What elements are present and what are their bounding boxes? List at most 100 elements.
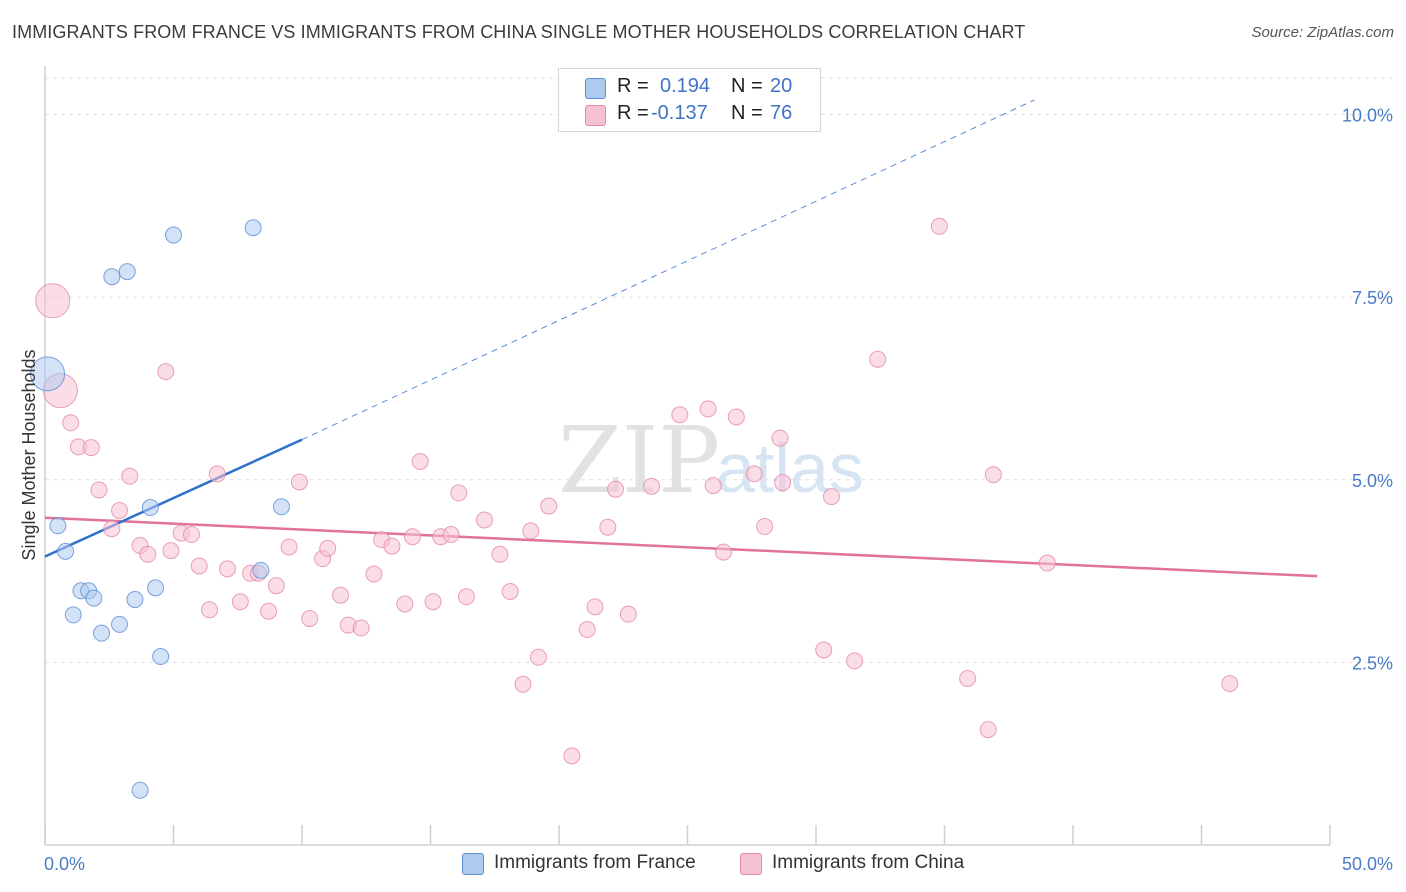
china-data-point bbox=[599, 518, 617, 536]
legend-row-china: R = -0.137 N = 76 bbox=[559, 102, 820, 128]
correlation-legend: R = 0.194 N = 20 R = -0.137 N = 76 bbox=[558, 68, 821, 132]
china-data-point bbox=[82, 439, 100, 457]
france-data-point bbox=[165, 226, 182, 244]
series-china-points bbox=[35, 217, 1239, 765]
legend-n-value: 20 bbox=[770, 75, 793, 97]
legend-n-value: 76 bbox=[770, 102, 793, 124]
china-data-point bbox=[475, 511, 493, 529]
china-data-point bbox=[457, 588, 475, 606]
france-data-point bbox=[147, 579, 165, 597]
france-data-point bbox=[49, 517, 67, 535]
china-data-point bbox=[540, 497, 558, 515]
china-data-point bbox=[619, 605, 637, 623]
y-tick-label: 10.0% bbox=[1342, 106, 1393, 126]
china-data-point bbox=[1221, 675, 1239, 693]
china-data-point bbox=[979, 721, 997, 739]
china-data-point bbox=[501, 583, 519, 601]
china-data-point bbox=[35, 283, 71, 319]
china-data-point bbox=[727, 408, 745, 426]
france-data-point bbox=[252, 561, 270, 579]
france-data-point bbox=[64, 606, 82, 624]
y-tick-label: 7.5% bbox=[1352, 288, 1393, 308]
china-data-point bbox=[846, 652, 864, 670]
china-data-point bbox=[301, 610, 319, 628]
france-data-point bbox=[126, 591, 144, 609]
legend-r-value: 0.194 bbox=[660, 75, 711, 97]
china-trend-line bbox=[44, 516, 1318, 578]
china-data-point bbox=[383, 537, 401, 555]
france-trend-line bbox=[44, 438, 303, 558]
france-data-point bbox=[30, 356, 66, 392]
china-data-point bbox=[260, 602, 278, 620]
x-tick-label: 0.0% bbox=[44, 854, 85, 874]
china-data-point bbox=[280, 538, 298, 556]
china-data-point bbox=[190, 557, 208, 575]
france-trend-extension bbox=[301, 99, 1035, 441]
china-data-point bbox=[815, 641, 833, 659]
china-data-point bbox=[450, 484, 468, 502]
china-data-point bbox=[218, 560, 236, 578]
china-data-point bbox=[930, 217, 948, 235]
china-data-point bbox=[822, 488, 840, 506]
china-data-point bbox=[111, 501, 129, 519]
china-data-point bbox=[404, 528, 422, 546]
china-data-point bbox=[563, 747, 581, 765]
china-data-point bbox=[62, 414, 80, 432]
china-data-point bbox=[182, 526, 200, 544]
china-swatch bbox=[740, 853, 762, 875]
china-data-point bbox=[200, 601, 218, 619]
legend-france-label: Immigrants from France bbox=[494, 852, 696, 873]
legend-n-label: N = bbox=[731, 102, 763, 124]
watermark-zip: ZIP bbox=[558, 407, 720, 514]
china-data-point bbox=[396, 595, 414, 613]
china-data-point bbox=[529, 648, 547, 666]
chart-title: IMMIGRANTS FROM FRANCE VS IMMIGRANTS FRO… bbox=[12, 22, 1026, 42]
france-data-point bbox=[85, 589, 103, 607]
china-data-point bbox=[1038, 554, 1056, 572]
china-data-point bbox=[121, 467, 139, 485]
y-tick-label: 5.0% bbox=[1352, 471, 1393, 491]
china-data-point bbox=[424, 593, 442, 611]
y-tick-label: 2.5% bbox=[1352, 653, 1393, 673]
china-data-point bbox=[714, 543, 732, 561]
china-data-point bbox=[607, 480, 625, 498]
china-data-point bbox=[756, 518, 774, 536]
tick-labels: 2.5% 5.0% 7.5% 10.0% 0.0% 50.0% bbox=[44, 106, 1393, 874]
france-data-point bbox=[244, 219, 262, 237]
legend-r-label: R = bbox=[617, 102, 649, 124]
china-data-point bbox=[869, 350, 887, 368]
china-data-point bbox=[643, 477, 661, 495]
series-france-points bbox=[30, 219, 290, 799]
france-swatch bbox=[585, 78, 606, 99]
legend-china-label: Immigrants from China bbox=[772, 852, 965, 873]
china-data-point bbox=[586, 598, 604, 616]
china-data-point bbox=[522, 522, 540, 540]
china-data-point bbox=[774, 474, 792, 492]
france-swatch bbox=[462, 853, 484, 875]
france-data-point bbox=[152, 648, 170, 666]
bottom-legend-china: Immigrants from China bbox=[740, 852, 1000, 878]
china-data-point bbox=[578, 621, 596, 639]
china-swatch bbox=[585, 105, 606, 126]
source-label: Source: ZipAtlas.com bbox=[1251, 24, 1394, 41]
china-data-point bbox=[231, 593, 249, 611]
china-data-point bbox=[514, 675, 532, 693]
legend-r-value: -0.137 bbox=[651, 102, 708, 124]
china-data-point bbox=[157, 363, 175, 381]
legend-n-label: N = bbox=[731, 75, 763, 97]
axes bbox=[44, 66, 1331, 846]
china-data-point bbox=[959, 669, 977, 687]
china-data-point bbox=[699, 400, 717, 418]
china-data-point bbox=[267, 577, 285, 595]
france-data-point bbox=[131, 781, 149, 799]
china-data-point bbox=[103, 520, 121, 538]
china-data-point bbox=[332, 586, 350, 604]
france-data-point bbox=[272, 498, 290, 516]
legend-row-france: R = 0.194 N = 20 bbox=[559, 75, 820, 101]
china-data-point bbox=[411, 453, 429, 470]
china-data-point bbox=[745, 465, 763, 483]
china-data-point bbox=[704, 477, 722, 495]
china-data-point bbox=[162, 542, 180, 560]
china-data-point bbox=[491, 545, 509, 563]
